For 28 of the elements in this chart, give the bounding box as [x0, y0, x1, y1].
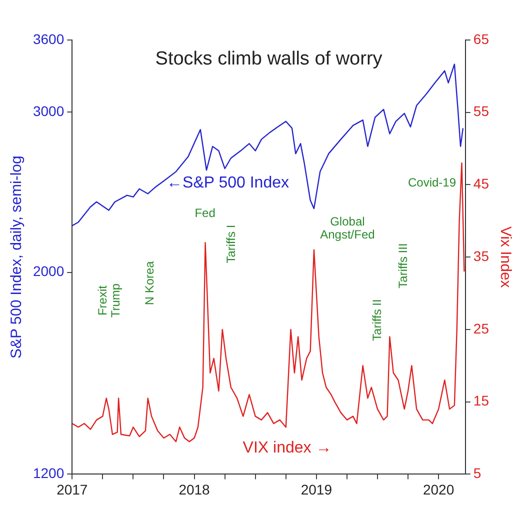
y-tick-label: 3000 [32, 102, 64, 119]
y2-tick-label: 65 [473, 30, 490, 47]
annotation: Covid-19 [408, 176, 456, 190]
y-tick-label: 1200 [32, 465, 64, 482]
annotation: Tariffs II [370, 299, 384, 341]
x-tick-label: 2019 [300, 481, 332, 498]
y-tick-label: 2000 [32, 263, 64, 280]
annotation: Tariffs III [396, 243, 410, 288]
y2-tick-label: 35 [473, 248, 490, 264]
y2-tick-label: 5 [473, 465, 482, 482]
y-axis-title: S&P 500 Index, daily, semi-log [8, 156, 26, 359]
annotation: Tariffs I [224, 224, 238, 264]
x-tick-label: 2017 [56, 481, 88, 498]
annotation: Global Angst/Fed [320, 214, 375, 242]
annotation: Frexit Trump [96, 283, 123, 318]
text: Stocks climb walls of worry [155, 48, 383, 70]
annotation: N Korea [142, 260, 156, 306]
y2-tick-label: 25 [473, 320, 490, 336]
x-tick-label: 2018 [178, 481, 210, 498]
y2-tick-label: 55 [473, 103, 490, 120]
x-tick-label: 2020 [422, 481, 454, 498]
y2-tick-label: 45 [473, 176, 490, 192]
series-label: ←S&P 500 Index [166, 174, 289, 192]
y2-axis-title: Vix Index [496, 226, 514, 288]
series-label: VIX index → [242, 440, 332, 457]
y-tick-label: 3600 [32, 30, 64, 47]
annotation: Fed [194, 206, 216, 220]
y2-tick-label: 15 [473, 392, 490, 409]
